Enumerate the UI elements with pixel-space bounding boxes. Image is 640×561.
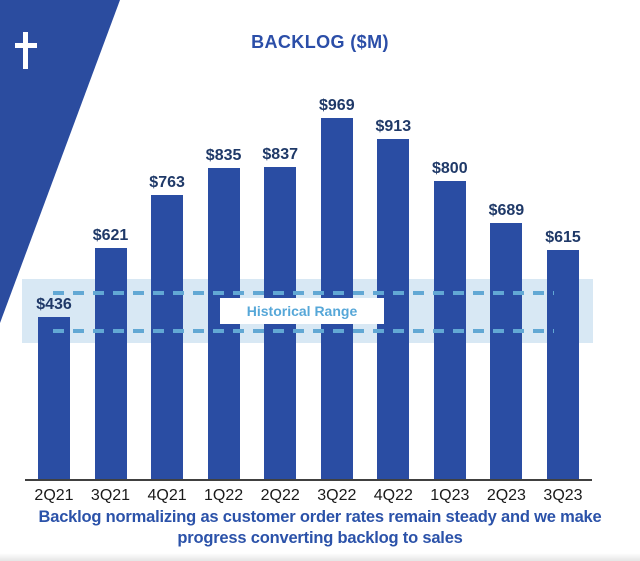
x-axis-label-2Q22: 2Q22 [260,487,300,504]
caption-line-2: progress converting backlog to sales [177,529,463,547]
x-axis-label-2Q21: 2Q21 [34,487,74,504]
x-axis-label-4Q21: 4Q21 [147,487,187,504]
bottom-edge-shadow [0,553,640,561]
x-axis-label-1Q22: 1Q22 [204,487,244,504]
backlog-bar-chart: $436 $621 $763 $835 $837 $969 $913 $800 $689 $615… [22,97,593,504]
historical-range-label: Historical Range [220,298,384,324]
bar-3Q21 [94,248,127,480]
bar-value-label-4Q22: $913 [375,117,412,135]
bar-value-label-1Q22: $835 [205,147,242,164]
x-axis-label-3Q22: 3Q22 [317,487,357,504]
cross-icon-vertical-bar [23,32,28,69]
historical-range-dash-line [53,328,554,333]
historical-range-label-text: Historical Range [246,303,358,319]
bar-value-label-2Q22: $837 [262,146,298,164]
bar-value-label-2Q21: $436 [36,296,72,314]
bar-1Q22 [207,168,240,480]
x-axis-label-3Q21: 3Q21 [90,487,131,504]
x-axis-label-2Q23: 2Q23 [486,487,526,504]
historical-range-dash-line [53,291,554,296]
bar-2Q23 [490,222,523,480]
bar-2Q21 [38,317,70,480]
bar-value-label-3Q22: $969 [319,97,355,114]
bar-value-label-4Q21: $763 [149,173,185,191]
caption-line-1: Backlog normalizing as customer order ra… [38,508,602,526]
cross-icon [15,32,37,69]
x-axis-label-3Q23: 3Q23 [543,487,583,504]
chart-title: BACKLOG ($M) [251,32,389,52]
bar-4Q21 [151,194,184,480]
bar-value-label-3Q21: $621 [92,227,129,244]
cross-icon-horizontal-bar [15,43,37,48]
bar-value-label-2Q23: $689 [488,201,525,219]
x-axis-label-4Q22: 4Q22 [373,487,413,504]
bar-3Q23 [547,250,579,480]
bar-value-label-3Q23: $615 [545,229,581,247]
caption: Backlog normalizing as customer order ra… [0,507,640,549]
x-axis-line [25,479,592,481]
bar-value-label-1Q23: $800 [432,160,468,178]
x-axis-label-1Q23: 1Q23 [430,487,470,504]
